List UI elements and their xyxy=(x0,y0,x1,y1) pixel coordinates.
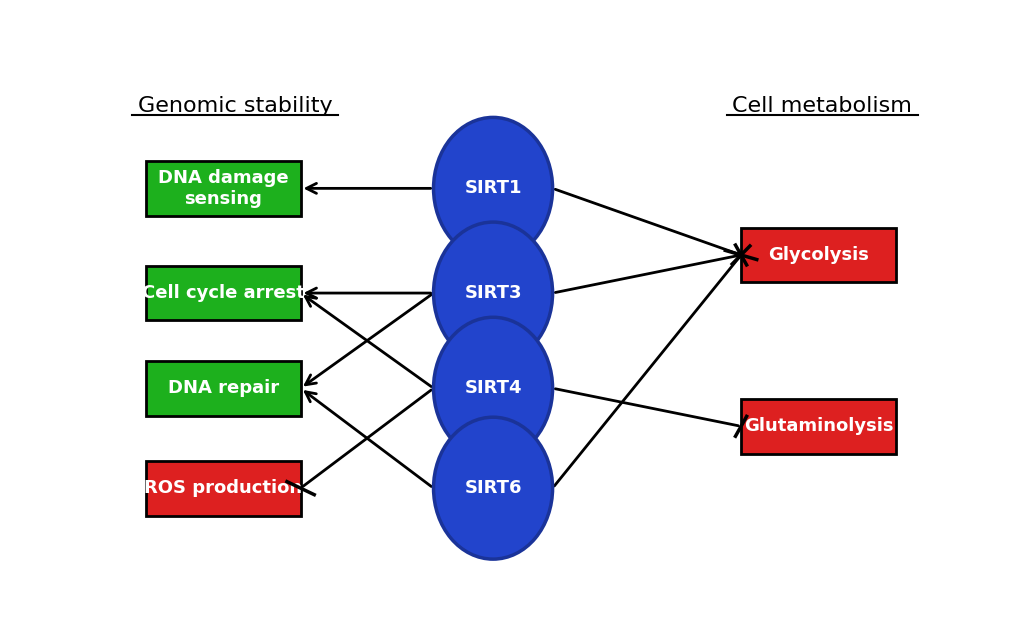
FancyBboxPatch shape xyxy=(145,266,301,320)
Text: DNA damage
sensing: DNA damage sensing xyxy=(158,169,289,208)
Text: SIRT6: SIRT6 xyxy=(464,479,522,497)
FancyBboxPatch shape xyxy=(145,161,301,216)
FancyBboxPatch shape xyxy=(145,461,301,515)
Text: Glutaminolysis: Glutaminolysis xyxy=(743,417,893,435)
Text: SIRT3: SIRT3 xyxy=(464,284,522,302)
FancyBboxPatch shape xyxy=(145,361,301,415)
Text: SIRT4: SIRT4 xyxy=(464,379,522,397)
Text: Cell cycle arrest: Cell cycle arrest xyxy=(141,284,305,302)
Text: ROS production: ROS production xyxy=(144,479,302,497)
Text: Cell metabolism: Cell metabolism xyxy=(732,96,912,116)
FancyBboxPatch shape xyxy=(741,399,896,454)
Text: Genomic stability: Genomic stability xyxy=(138,96,333,116)
Ellipse shape xyxy=(433,222,553,364)
Text: DNA repair: DNA repair xyxy=(168,379,279,397)
Text: SIRT1: SIRT1 xyxy=(464,179,522,197)
Text: Glycolysis: Glycolysis xyxy=(768,246,869,264)
FancyBboxPatch shape xyxy=(741,227,896,282)
Ellipse shape xyxy=(433,317,553,459)
Ellipse shape xyxy=(433,417,553,559)
Ellipse shape xyxy=(433,117,553,260)
